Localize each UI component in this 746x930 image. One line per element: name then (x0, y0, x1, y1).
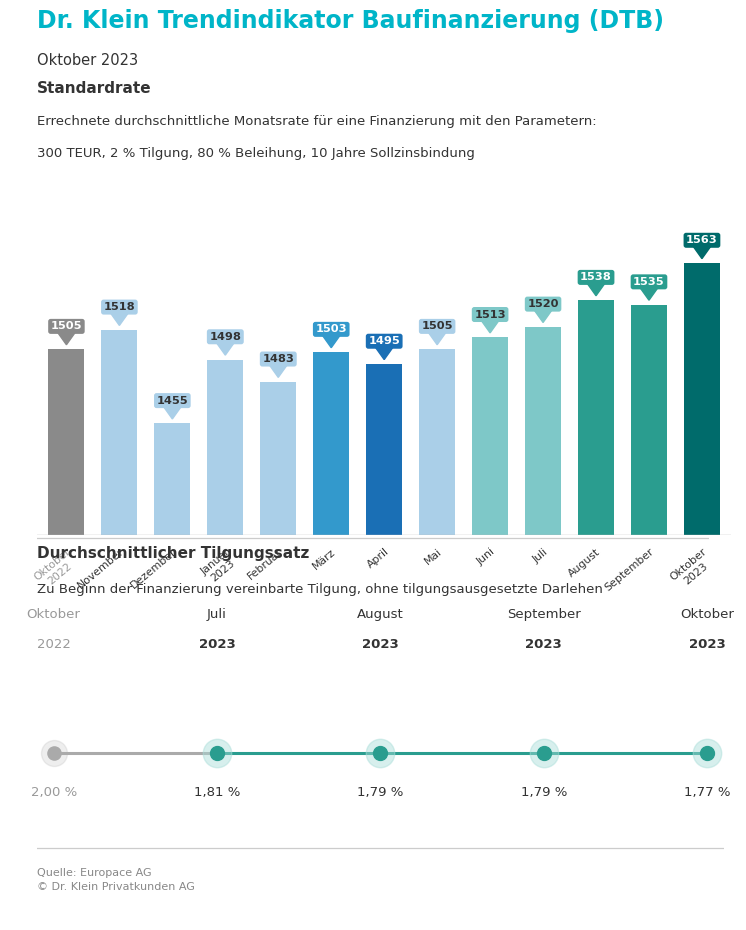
Polygon shape (110, 312, 129, 326)
Polygon shape (639, 286, 659, 300)
Text: 1520: 1520 (527, 299, 559, 309)
Polygon shape (427, 331, 447, 345)
Text: Quelle: Europace AG
© Dr. Klein Privatkunden AG: Quelle: Europace AG © Dr. Klein Privatku… (37, 868, 195, 892)
Text: 1518: 1518 (104, 302, 135, 312)
Text: Dr. Klein Trendindikator Baufinanzierung (DTB): Dr. Klein Trendindikator Baufinanzierung… (37, 9, 664, 33)
Text: Oktober: Oktober (680, 608, 734, 621)
Text: 2023: 2023 (362, 638, 399, 651)
Text: Januar
2023: Januar 2023 (198, 547, 239, 586)
Point (701, 745, 713, 760)
Text: Dezember: Dezember (129, 547, 179, 591)
Bar (260, 382, 296, 930)
Polygon shape (163, 405, 182, 419)
Bar (101, 330, 137, 930)
Text: 300 TEUR, 2 % Tilgung, 80 % Beleihung, 10 Jahre Sollzinsbindung: 300 TEUR, 2 % Tilgung, 80 % Beleihung, 1… (37, 148, 475, 161)
Text: 1495: 1495 (369, 337, 400, 346)
Text: August: August (567, 547, 603, 578)
Bar (366, 364, 402, 930)
Text: Mai: Mai (422, 547, 444, 566)
Text: Standardrate: Standardrate (37, 81, 152, 96)
Point (538, 745, 550, 760)
Text: 1483: 1483 (263, 354, 294, 364)
Text: 1535: 1535 (633, 277, 665, 286)
Text: September: September (603, 547, 656, 593)
Bar (419, 349, 455, 930)
Text: 1513: 1513 (474, 310, 506, 320)
Text: Februar: Februar (246, 547, 285, 581)
Text: Juli: Juli (530, 547, 550, 565)
Bar (154, 423, 190, 930)
Polygon shape (216, 342, 235, 355)
Polygon shape (480, 320, 500, 333)
Point (701, 745, 713, 760)
Text: 2023: 2023 (525, 638, 562, 651)
Text: Oktober: Oktober (27, 608, 81, 621)
Bar (578, 300, 614, 930)
Text: April: April (365, 547, 391, 570)
Point (374, 745, 386, 760)
Bar (472, 338, 508, 930)
Text: 2022: 2022 (37, 638, 71, 651)
Text: März: März (311, 547, 338, 571)
Text: 1,77 %: 1,77 % (684, 786, 730, 799)
Bar (525, 327, 561, 930)
Text: November: November (76, 547, 126, 591)
Text: Errechnete durchschnittliche Monatsrate für eine Finanzierung mit den Parametern: Errechnete durchschnittliche Monatsrate … (37, 115, 597, 127)
Text: 1563: 1563 (686, 235, 718, 246)
Text: 2023: 2023 (689, 638, 726, 651)
Text: Durchschnittlicher Tilgungssatz: Durchschnittlicher Tilgungssatz (37, 546, 310, 561)
Polygon shape (692, 246, 712, 259)
Text: August: August (357, 608, 404, 621)
Bar (313, 352, 349, 930)
Text: September: September (507, 608, 580, 621)
Text: Oktober
2022: Oktober 2022 (33, 547, 81, 591)
Text: Oktober
2023: Oktober 2023 (668, 547, 716, 591)
Polygon shape (269, 364, 288, 378)
Bar (684, 263, 720, 930)
Point (374, 745, 386, 760)
Bar (48, 349, 84, 930)
Text: Zu Beginn der Finanzierung vereinbarte Tilgung, ohne tilgungsausgesetzte Darlehe: Zu Beginn der Finanzierung vereinbarte T… (37, 582, 604, 595)
Point (48, 745, 60, 760)
Polygon shape (374, 346, 394, 360)
Text: 1505: 1505 (421, 322, 453, 331)
Text: 2023: 2023 (198, 638, 236, 651)
Polygon shape (57, 331, 76, 345)
Point (211, 745, 223, 760)
Point (48, 745, 60, 760)
Bar (631, 305, 667, 930)
Point (538, 745, 550, 760)
Polygon shape (586, 283, 606, 296)
Text: 1505: 1505 (51, 322, 82, 331)
Text: 1,79 %: 1,79 % (357, 786, 404, 799)
Text: Juli: Juli (207, 608, 227, 621)
Text: Oktober 2023: Oktober 2023 (37, 52, 139, 68)
Text: 1503: 1503 (316, 325, 347, 335)
Bar (207, 360, 243, 930)
Text: 1455: 1455 (157, 395, 188, 405)
Text: 1,79 %: 1,79 % (521, 786, 567, 799)
Polygon shape (322, 335, 341, 348)
Polygon shape (533, 309, 553, 323)
Text: 1,81 %: 1,81 % (194, 786, 240, 799)
Point (211, 745, 223, 760)
Text: 1538: 1538 (580, 272, 612, 283)
Text: 1498: 1498 (210, 332, 241, 342)
Text: 2,00 %: 2,00 % (31, 786, 77, 799)
Text: Juni: Juni (474, 547, 497, 567)
